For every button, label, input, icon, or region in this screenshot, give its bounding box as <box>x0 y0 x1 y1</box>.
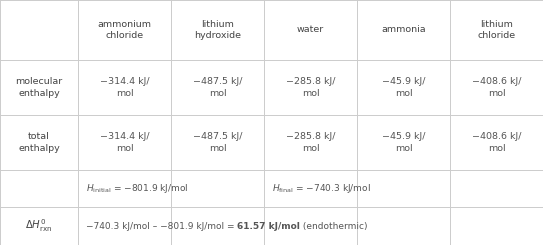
Text: lithium
hydroxide: lithium hydroxide <box>194 20 241 40</box>
Text: 61.57 kJ/mol: 61.57 kJ/mol <box>237 221 300 231</box>
Text: −740.3 kJ/mol – −801.9 kJ/mol =: −740.3 kJ/mol – −801.9 kJ/mol = <box>86 221 237 231</box>
Text: $\mathit{H}_\mathrm{final}$ = −740.3 kJ/mol: $\mathit{H}_\mathrm{final}$ = −740.3 kJ/… <box>272 182 371 195</box>
Text: (endothermic): (endothermic) <box>300 221 368 231</box>
Text: $\Delta H^0_\mathrm{rxn}$: $\Delta H^0_\mathrm{rxn}$ <box>25 218 53 234</box>
Text: lithium
chloride: lithium chloride <box>477 20 515 40</box>
Text: $\mathit{H}_\mathrm{initial}$ = −801.9 kJ/mol: $\mathit{H}_\mathrm{initial}$ = −801.9 k… <box>86 182 188 195</box>
Text: −487.5 kJ/
mol: −487.5 kJ/ mol <box>193 77 242 98</box>
Text: −408.6 kJ/
mol: −408.6 kJ/ mol <box>472 133 521 153</box>
Text: −408.6 kJ/
mol: −408.6 kJ/ mol <box>472 77 521 98</box>
Text: −45.9 kJ/
mol: −45.9 kJ/ mol <box>382 77 425 98</box>
Text: −285.8 kJ/
mol: −285.8 kJ/ mol <box>286 77 335 98</box>
Text: water: water <box>297 25 324 35</box>
Text: −314.4 kJ/
mol: −314.4 kJ/ mol <box>100 77 149 98</box>
Text: −487.5 kJ/
mol: −487.5 kJ/ mol <box>193 133 242 153</box>
Text: −45.9 kJ/
mol: −45.9 kJ/ mol <box>382 133 425 153</box>
Text: ammonium
chloride: ammonium chloride <box>98 20 151 40</box>
Text: ammonia: ammonia <box>381 25 426 35</box>
Text: total
enthalpy: total enthalpy <box>18 133 60 153</box>
Text: molecular
enthalpy: molecular enthalpy <box>15 77 62 98</box>
Text: −285.8 kJ/
mol: −285.8 kJ/ mol <box>286 133 335 153</box>
Text: −314.4 kJ/
mol: −314.4 kJ/ mol <box>100 133 149 153</box>
